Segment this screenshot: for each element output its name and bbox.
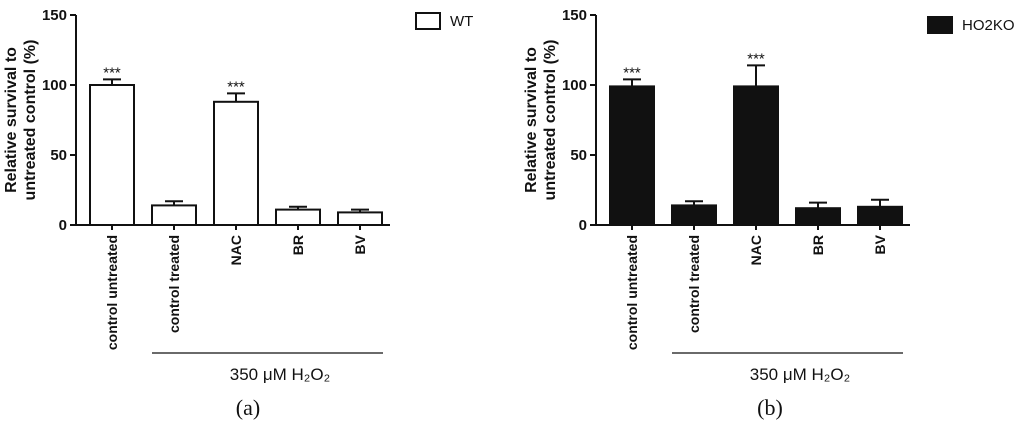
category-label: control untreated xyxy=(104,235,120,350)
y-tick-label: 150 xyxy=(42,7,67,24)
y-axis-label-line: untreated control (%) xyxy=(542,40,559,201)
y-tick-label: 0 xyxy=(59,217,67,234)
category-label: BR xyxy=(810,235,826,255)
category-label: NAC xyxy=(228,235,244,265)
bar-control-untreated xyxy=(89,84,135,226)
bar-bv xyxy=(337,211,383,226)
y-tick-label: 100 xyxy=(562,77,587,94)
y-tick-label: 50 xyxy=(50,147,67,164)
bar-bv xyxy=(857,205,903,227)
bar-br xyxy=(795,207,841,226)
treatment-label: 350 μM H₂O₂ xyxy=(750,365,850,384)
y-tick-label: 100 xyxy=(42,77,67,94)
bar-nac xyxy=(733,85,779,227)
bar-control-treated xyxy=(151,204,197,226)
category-label: control untreated xyxy=(624,235,640,350)
significance-label: *** xyxy=(747,50,765,67)
category-label: BV xyxy=(872,234,888,254)
category-label: control treated xyxy=(166,235,182,333)
treatment-label: 350 μM H₂O₂ xyxy=(230,365,330,384)
y-tick-label: 0 xyxy=(579,217,587,234)
y-tick-label: 150 xyxy=(562,7,587,24)
legend-label: WT xyxy=(450,13,473,30)
significance-label: *** xyxy=(103,64,121,81)
category-label: BV xyxy=(352,234,368,254)
y-tick-label: 50 xyxy=(570,147,587,164)
y-axis-label-line: Relative survival to xyxy=(523,47,540,193)
category-label: BR xyxy=(290,235,306,255)
bar-control-untreated xyxy=(609,85,655,227)
y-axis-label-line: Relative survival to xyxy=(3,47,20,193)
significance-label: *** xyxy=(227,78,245,95)
y-axis-label-line: untreated control (%) xyxy=(22,40,39,201)
legend-swatch xyxy=(415,12,441,30)
bar-br xyxy=(275,208,321,227)
category-label: NAC xyxy=(748,235,764,265)
significance-label: *** xyxy=(623,64,641,81)
category-label: control treated xyxy=(686,235,702,333)
panel-label: (b) xyxy=(757,395,783,420)
legend-swatch xyxy=(927,16,953,34)
panel-label: (a) xyxy=(236,395,260,420)
legend-label: HO2KO xyxy=(962,17,1015,34)
y-axis-label: Relative survival to untreated control (%… xyxy=(3,40,39,201)
bar-control-treated xyxy=(671,204,717,226)
bar-nac xyxy=(213,100,259,226)
y-axis-label: Relative survival to untreated control (%… xyxy=(523,40,559,201)
